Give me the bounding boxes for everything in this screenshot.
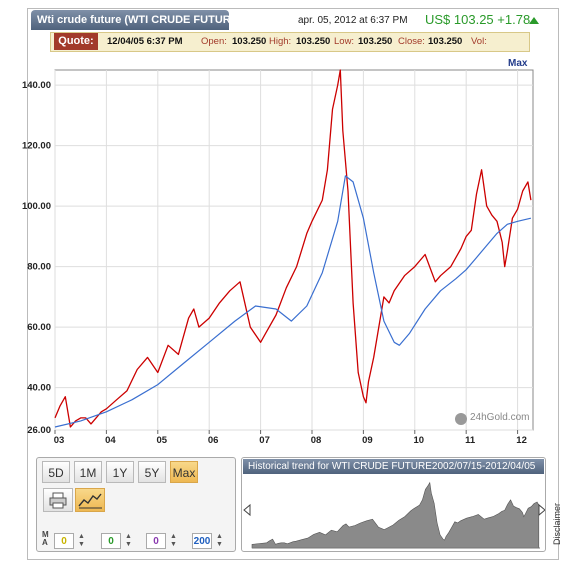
range-button-5y[interactable]: 5Y (138, 461, 166, 483)
price-line (54, 69, 532, 428)
quote-bar (50, 32, 530, 52)
right-handle-icon[interactable] (538, 503, 545, 517)
play-icon (455, 413, 467, 425)
y-tick-label: 140.00 (22, 80, 51, 91)
ma-stepper-4[interactable]: ▲ ▼ (216, 533, 223, 548)
x-tick-label: 11 (465, 435, 476, 446)
x-tick-label: 10 (413, 435, 424, 446)
history-area (251, 481, 540, 549)
x-tick-label: 03 (54, 435, 65, 446)
vol-label: Vol: (471, 36, 487, 47)
disclaimer-link[interactable]: Disclaimer (552, 502, 562, 545)
plot-area (54, 69, 534, 431)
up-arrow-icon (529, 17, 539, 24)
close-label: Close: (398, 36, 425, 47)
instrument-title: Wti crude future (WTI CRUDE FUTURE (31, 10, 229, 30)
print-button[interactable] (43, 488, 73, 512)
quote-date: apr. 05, 2012 at 6:37 PM (298, 15, 408, 26)
y-tick-label: 120.00 (22, 141, 51, 152)
ma-stepper-1[interactable]: ▲ ▼ (78, 533, 85, 548)
history-chart[interactable] (242, 458, 546, 552)
y-tick-label: 40.00 (27, 383, 51, 394)
x-tick-label: 09 (362, 435, 373, 446)
ma-input-2[interactable]: 0 (101, 533, 121, 549)
x-tick-label: 06 (208, 435, 219, 446)
ma-stepper-3[interactable]: ▲ ▼ (170, 533, 177, 548)
low-label: Low: (334, 36, 355, 47)
open-value: 103.250 (232, 36, 267, 47)
high-value: 103.250 (296, 36, 331, 47)
line-chart-icon (78, 493, 102, 509)
ma-input-1[interactable]: 0 (54, 533, 74, 549)
printer-icon (49, 492, 67, 509)
y-tick-label: 60.00 (27, 322, 51, 333)
ma-input-3[interactable]: 0 (146, 533, 166, 549)
price-chart: 26.00 40.00 60.00 80.00 100.00 120.00 140.00 03… (22, 69, 534, 446)
x-tick-label: 05 (157, 435, 168, 446)
range-button-max[interactable]: Max (170, 461, 198, 483)
x-tick-label: 08 (311, 435, 322, 446)
ma-input-4[interactable]: 200 (192, 533, 212, 549)
ma-label: M A (42, 530, 49, 547)
watermark: 24hGold.com (470, 412, 530, 423)
ma-stepper-2[interactable]: ▲ ▼ (125, 533, 132, 548)
chart-type-button[interactable] (75, 488, 105, 512)
range-button-1m[interactable]: 1M (74, 461, 102, 483)
low-value: 103.250 (358, 36, 393, 47)
open-label: Open: (201, 36, 227, 47)
y-tick-label: 100.00 (22, 201, 51, 212)
high-label: High: (269, 36, 292, 47)
moving-average-line (54, 175, 532, 428)
x-tick-label: 07 (259, 435, 270, 446)
left-handle-icon[interactable] (243, 503, 251, 517)
history-title: Historical trend for WTI CRUDE FUTURE200… (243, 459, 544, 474)
range-button-5d[interactable]: 5D (42, 461, 70, 483)
quote-datetime: 12/04/05 6:37 PM (107, 36, 183, 47)
price-change: US$ 103.25 +1.78 (425, 12, 531, 27)
x-tick-label: 04 (105, 435, 116, 446)
close-value: 103.250 (428, 36, 463, 47)
quote-tag: Quote: (54, 33, 98, 50)
y-tick-label: 80.00 (27, 262, 51, 273)
x-tick-label: 12 (516, 435, 527, 446)
max-link[interactable]: Max (508, 58, 528, 69)
y-tick-label: 26.00 (27, 425, 51, 436)
range-button-1y[interactable]: 1Y (106, 461, 134, 483)
